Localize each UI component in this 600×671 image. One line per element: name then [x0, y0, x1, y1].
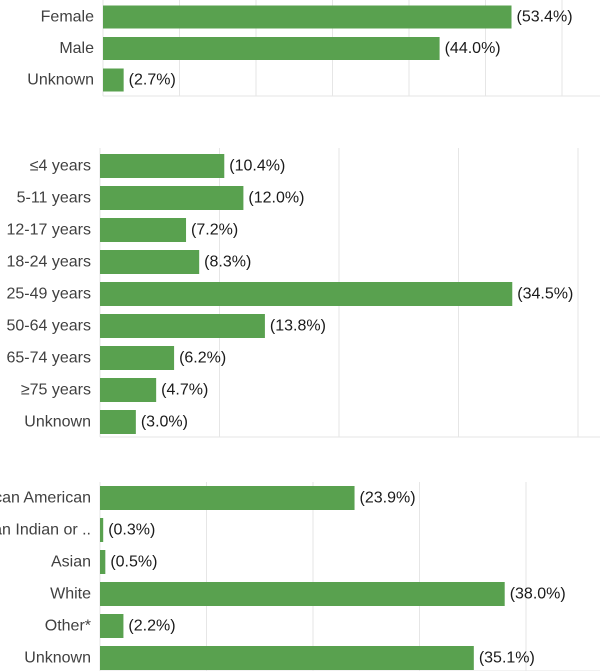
age-bar-75-years — [100, 378, 157, 402]
age-category-label-75-years: ≥75 years — [21, 382, 91, 399]
race-value-label-unknown: (35.1%) — [479, 650, 535, 667]
gender-category-label-unknown: Unknown — [27, 72, 94, 89]
race-category-label-unknown: Unknown — [24, 650, 91, 667]
gender-value-label-unknown: (2.7%) — [129, 72, 176, 89]
race-bar-black-or-african-american — [100, 486, 355, 510]
age-category-label-18-24-years: 18-24 years — [7, 254, 92, 271]
age-category-label-25-49-years: 25-49 years — [7, 286, 92, 303]
race-value-label-asian: (0.5%) — [110, 554, 157, 571]
age-value-label-75-years: (4.7%) — [161, 382, 208, 399]
gender-bar-male — [103, 37, 440, 60]
age-category-label-4-years: ≤4 years — [30, 158, 91, 175]
age-bar-5-11-years — [100, 186, 244, 210]
age-category-label-12-17-years: 12-17 years — [7, 222, 92, 239]
race-bar-american-indian-or — [100, 518, 104, 542]
age-value-label-50-64-years: (13.8%) — [270, 318, 326, 335]
race-category-label-asian: Asian — [51, 554, 91, 571]
age-bar-25-49-years — [100, 282, 513, 306]
age-category-label-5-11-years: 5-11 years — [17, 190, 91, 207]
race-category-label-other: Other* — [45, 618, 91, 635]
age-bar-4-years — [100, 154, 225, 178]
race-value-label-white: (38.0%) — [510, 586, 566, 603]
race-category-label-black-or-african-american: Black or African American — [0, 490, 91, 507]
gender-category-label-male: Male — [59, 40, 94, 57]
race-value-label-black-or-african-american: (23.9%) — [360, 490, 416, 507]
gender-chart: Female (53.4%) Male (44.0%) Unknown (2.7%) — [27, 0, 600, 97]
age-value-label-18-24-years: (8.3%) — [204, 254, 251, 271]
race-value-label-other: (2.2%) — [128, 618, 175, 635]
age-bar-50-64-years — [100, 314, 265, 338]
age-value-label-25-49-years: (34.5%) — [517, 286, 573, 303]
race-bar-other — [100, 614, 124, 638]
race-bar-white — [100, 582, 505, 606]
age-value-label-4-years: (10.4%) — [229, 158, 285, 175]
age-chart: ≤4 years (10.4%) 5-11 years (12.0%) 12-17 ye… — [7, 148, 600, 438]
age-value-label-65-74-years: (6.2%) — [179, 350, 226, 367]
age-bar-12-17-years — [100, 218, 187, 242]
age-bar-65-74-years — [100, 346, 175, 370]
age-bar-18-24-years — [100, 250, 200, 274]
age-category-label-unknown: Unknown — [24, 414, 91, 431]
age-category-label-65-74-years: 65-74 years — [7, 350, 92, 367]
gender-bar-unknown — [103, 68, 124, 92]
age-value-label-12-17-years: (7.2%) — [191, 222, 238, 239]
race-bar-unknown — [100, 646, 474, 670]
gender-category-label-female: Female — [41, 9, 94, 26]
race-chart: Black or African American (23.9%) American… — [0, 482, 600, 671]
gender-value-label-male: (44.0%) — [445, 40, 501, 57]
age-value-label-5-11-years: (12.0%) — [248, 190, 304, 207]
gender-bar-female — [103, 5, 512, 29]
race-category-label-white: White — [50, 586, 91, 603]
gender-value-label-female: (53.4%) — [517, 9, 573, 26]
race-bar-asian — [100, 550, 106, 574]
race-category-label-american-indian-or: American Indian or .. — [0, 522, 91, 539]
age-value-label-unknown: (3.0%) — [141, 414, 188, 431]
age-bar-unknown — [100, 410, 136, 434]
age-category-label-50-64-years: 50-64 years — [7, 318, 92, 335]
race-value-label-american-indian-or: (0.3%) — [108, 522, 155, 539]
